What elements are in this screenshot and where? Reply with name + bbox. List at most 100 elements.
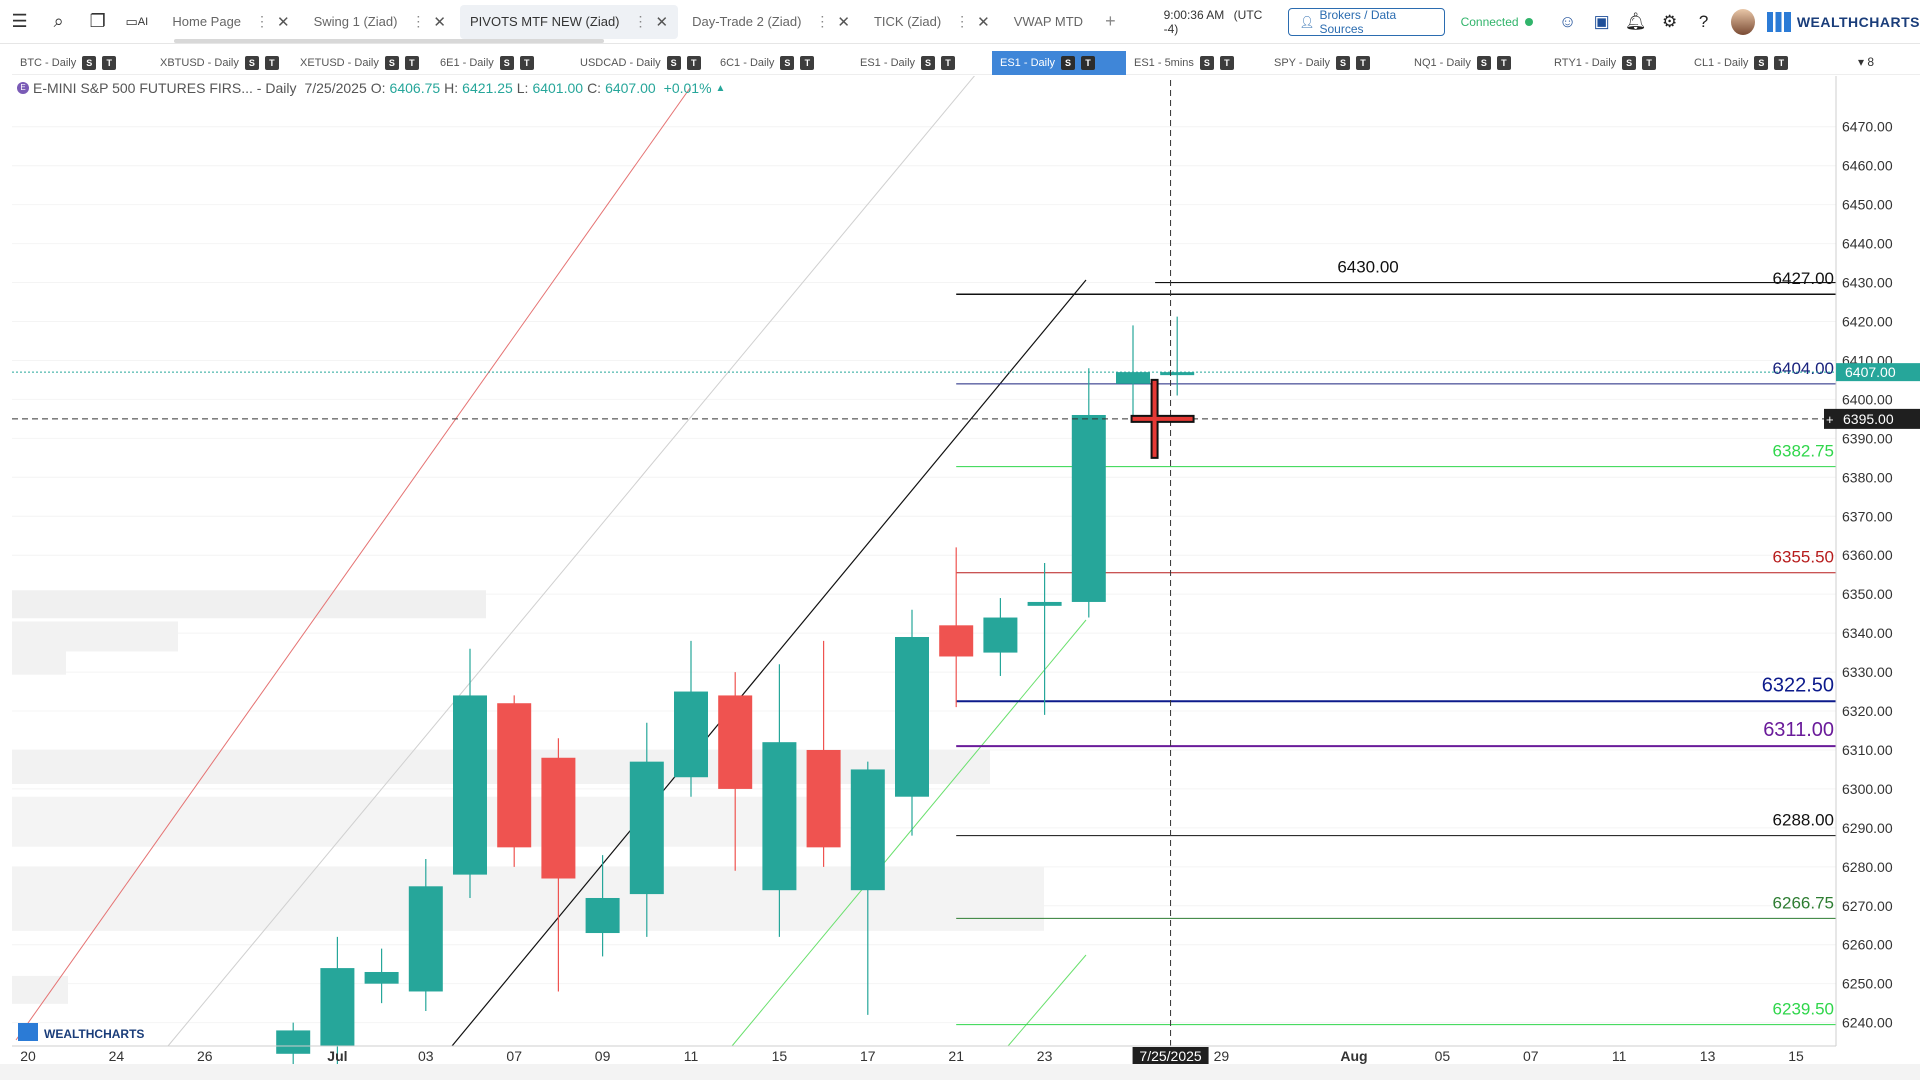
- template-box-icon[interactable]: T: [1774, 55, 1789, 70]
- template-box-icon[interactable]: T: [102, 55, 117, 70]
- symbol-tab-label: ES1 - Daily: [1000, 56, 1056, 69]
- symbol-tab[interactable]: RTY1 - Daily S T: [1546, 51, 1686, 75]
- add-tab-button[interactable]: +: [1105, 11, 1116, 31]
- price-tick-label: 6250.00: [1842, 976, 1893, 992]
- template-box-icon[interactable]: T: [1356, 55, 1371, 70]
- price-tick-label: 6310.00: [1842, 742, 1893, 758]
- symbol-tab[interactable]: NQ1 - Daily S T: [1406, 51, 1546, 75]
- save-icon[interactable]: ▣: [1593, 11, 1610, 31]
- date-tick-label: 15: [772, 1048, 788, 1064]
- watermark-text: WEALTHCHARTS: [44, 1027, 144, 1041]
- template-box-icon[interactable]: T: [686, 55, 701, 70]
- symbol-tab[interactable]: ES1 - 5mins S T: [1126, 51, 1266, 75]
- template-box-icon[interactable]: T: [941, 55, 956, 70]
- tab-menu-icon[interactable]: ⋮: [815, 13, 830, 29]
- brokers-button[interactable]: 👤︎ Brokers / Data Sources: [1288, 7, 1445, 36]
- candle-body: [364, 971, 399, 984]
- chart-legend: E E-MINI S&P 500 FUTURES FIRS... - Daily…: [17, 80, 725, 96]
- template-box-icon[interactable]: T: [1496, 55, 1511, 70]
- symbol-tab[interactable]: USDCAD - Daily S T: [572, 51, 712, 75]
- gear-icon[interactable]: ⚙: [1661, 11, 1678, 31]
- settings-box-icon[interactable]: S: [499, 55, 514, 70]
- tabs-scrollbar[interactable]: [174, 38, 605, 43]
- price-tick-label: 6430.00: [1842, 275, 1893, 291]
- legend-high: 6421.25: [462, 80, 513, 96]
- symbol-strip: BTC - Daily S T XBTUSD - Daily S T XETUSD - Da…: [12, 50, 1920, 75]
- crosshair-date-label: 7/25/2025: [1139, 1048, 1201, 1064]
- settings-box-icon[interactable]: S: [1061, 55, 1076, 70]
- price-tick-label: 6440.00: [1842, 236, 1893, 252]
- symbol-tab[interactable]: ES1 - Daily S T: [992, 50, 1126, 75]
- tab-close-icon[interactable]: ✕: [837, 13, 850, 31]
- template-box-icon[interactable]: T: [404, 55, 419, 70]
- settings-box-icon[interactable]: S: [666, 55, 681, 70]
- settings-box-icon[interactable]: S: [1199, 55, 1214, 70]
- template-box-icon[interactable]: T: [1642, 55, 1657, 70]
- avatar[interactable]: [1730, 8, 1755, 35]
- settings-box-icon[interactable]: S: [1336, 55, 1351, 70]
- template-box-icon[interactable]: T: [1219, 55, 1234, 70]
- community-icon[interactable]: ☺: [1558, 11, 1577, 31]
- help-icon[interactable]: ?: [1698, 11, 1709, 31]
- add-alert-icon: +: [1826, 412, 1834, 427]
- symbol-tab[interactable]: 6C1 - Daily S T: [712, 51, 852, 75]
- date-tick-label: 07: [1523, 1048, 1539, 1064]
- tab-menu-icon[interactable]: ⋮: [633, 13, 648, 29]
- tab-menu-icon[interactable]: ⋮: [955, 13, 970, 29]
- volume-profile-bar: [12, 796, 812, 847]
- candle-body: [895, 637, 929, 797]
- hamburger-menu-icon[interactable]: ☰: [11, 11, 28, 31]
- settings-box-icon[interactable]: S: [1754, 55, 1769, 70]
- template-box-icon[interactable]: T: [264, 55, 279, 70]
- more-symbols-button[interactable]: ▾ 8: [1857, 55, 1874, 69]
- tab-menu-icon[interactable]: ⋮: [411, 13, 426, 29]
- template-box-icon[interactable]: T: [1081, 55, 1096, 70]
- symbol-tab[interactable]: ES1 - Daily S T: [852, 51, 992, 75]
- date-tick-label: 15: [1788, 1048, 1804, 1064]
- symbol-tab[interactable]: CL1 - Daily S T: [1686, 51, 1826, 75]
- symbol-tab-label: ES1 - 5mins: [1134, 56, 1194, 69]
- settings-box-icon[interactable]: S: [780, 55, 795, 70]
- pivot-level-label: 6322.50: [1762, 674, 1834, 696]
- pivot-level-label: 6239.50: [1773, 1000, 1834, 1019]
- settings-box-icon[interactable]: S: [1476, 55, 1491, 70]
- settings-box-icon[interactable]: S: [384, 55, 399, 70]
- symbol-tab[interactable]: XBTUSD - Daily S T: [152, 51, 292, 75]
- tab-close-icon[interactable]: ✕: [977, 13, 990, 31]
- settings-box-icon[interactable]: S: [1622, 55, 1637, 70]
- tab-close-icon[interactable]: ✕: [277, 13, 290, 31]
- workspace-tab[interactable]: VWAP MTD: [1004, 5, 1093, 39]
- price-tick-label: 6290.00: [1842, 820, 1893, 836]
- price-tick-label: 6320.00: [1842, 703, 1893, 719]
- tab-close-icon[interactable]: ✕: [433, 13, 446, 31]
- bell-icon[interactable]: 🔔︎: [1624, 11, 1647, 31]
- ai-icon[interactable]: ▭ AI: [125, 13, 149, 29]
- workspace-tab[interactable]: Home Page ⋮ ✕: [162, 5, 299, 39]
- volume-profile-bar: [12, 975, 68, 1004]
- template-box-icon[interactable]: T: [519, 55, 534, 70]
- legend-open-label: O:: [370, 80, 386, 96]
- workspace-tab[interactable]: TICK (Ziad) ⋮ ✕: [864, 5, 1000, 39]
- symbol-tab-label: RTY1 - Daily: [1554, 56, 1617, 69]
- settings-box-icon[interactable]: S: [244, 55, 259, 70]
- search-icon[interactable]: ⌕: [53, 11, 64, 31]
- price-chart[interactable]: 6430.00 6427.00 6404.00 6382.75 6355.50 6322.…: [0, 76, 1920, 1080]
- symbol-tab[interactable]: XETUSD - Daily S T: [292, 51, 432, 75]
- pivot-level-label: 6427.00: [1773, 269, 1834, 288]
- tab-menu-icon[interactable]: ⋮: [255, 13, 270, 29]
- price-tick-label: 6240.00: [1842, 1015, 1893, 1031]
- workspace-tab[interactable]: Swing 1 (Ziad) ⋮ ✕: [304, 5, 456, 39]
- workspace-tabs: Home Page ⋮ ✕ Swing 1 (Ziad) ⋮ ✕ PIVOTS MTF NE…: [162, 0, 1097, 44]
- symbol-tab[interactable]: SPY - Daily S T: [1266, 51, 1406, 75]
- settings-box-icon[interactable]: S: [921, 55, 936, 70]
- volume-profile-bar: [12, 621, 178, 652]
- tab-close-icon[interactable]: ✕: [655, 13, 669, 31]
- settings-box-icon[interactable]: S: [82, 55, 97, 70]
- symbol-tab[interactable]: 6E1 - Daily S T: [432, 51, 572, 75]
- workspace-tab[interactable]: PIVOTS MTF NEW (Ziad) ⋮ ✕: [460, 4, 679, 39]
- candle-body: [806, 749, 841, 848]
- workspace-tab[interactable]: Day-Trade 2 (Ziad) ⋮ ✕: [682, 5, 860, 39]
- layouts-icon[interactable]: ❐: [89, 11, 106, 31]
- symbol-tab[interactable]: BTC - Daily S T: [12, 51, 152, 75]
- template-box-icon[interactable]: T: [800, 55, 815, 70]
